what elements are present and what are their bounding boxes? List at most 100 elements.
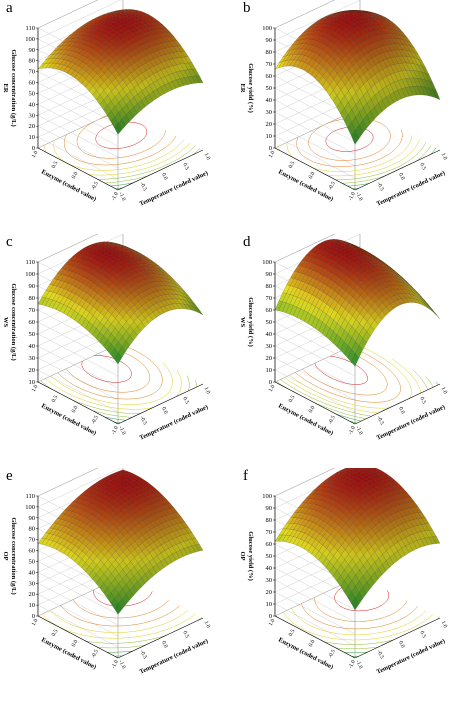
z-tick-label: 10 xyxy=(266,601,273,608)
z-tick-label: 70 xyxy=(266,295,273,302)
contour-level-2 xyxy=(342,145,432,184)
surface-chart-f: 0 10 20 30 40 50 60 70 80 90 100 Glucose yield (%)O… xyxy=(239,468,448,676)
temperature-tick-label: 0.5 xyxy=(418,630,426,639)
temperature-tick-label: -0.5 xyxy=(376,181,385,192)
contour-level-7 xyxy=(302,350,388,396)
surface-cell xyxy=(351,597,360,611)
z-tick-label: 20 xyxy=(266,355,273,362)
z-tick-label: 80 xyxy=(266,517,273,524)
chart-panel-e: 0 10 20 30 40 50 60 70 80 90 100 110 Glucose concent… xyxy=(0,468,237,702)
z-tick-label: 40 xyxy=(29,569,36,576)
enzyme-tick-label: -0.5 xyxy=(90,181,99,192)
temperature-tick-label: 0.0 xyxy=(397,640,405,649)
contour-level-5 xyxy=(51,362,173,405)
temperature-tick-label: -0.5 xyxy=(376,649,385,660)
contour-level-7 xyxy=(66,347,151,393)
z-tick-label: 0 xyxy=(269,145,272,152)
surface-chart-d: 0 10 20 30 40 50 60 70 80 90 100 Glucose yield (%)W… xyxy=(239,234,448,442)
z-tick-label: 90 xyxy=(29,515,36,522)
z-tick-label: 50 xyxy=(266,85,273,92)
contour-level-3 xyxy=(97,145,196,180)
z-axis-label-suffix: ER xyxy=(239,83,246,92)
contour-level-8 xyxy=(81,355,132,383)
z-tick-label: 90 xyxy=(29,283,36,290)
contour-level-3 xyxy=(280,369,428,417)
contour-level-5 xyxy=(291,608,427,636)
z-axis-label-suffix: ER xyxy=(2,83,9,92)
contour-level-1 xyxy=(110,182,134,187)
temperature-tick-label: -0.5 xyxy=(376,415,385,426)
panel-label: c xyxy=(6,234,13,250)
contour-projection xyxy=(275,581,440,657)
z-tick-label: 40 xyxy=(29,101,36,108)
temperature-tick-label: 0.0 xyxy=(397,406,405,415)
contour-projection xyxy=(40,343,204,424)
z-tick-label: 70 xyxy=(29,537,36,544)
response-surface xyxy=(274,239,441,367)
z-tick-label: 0 xyxy=(269,379,272,386)
chart-panel-f: 0 10 20 30 40 50 60 70 80 90 100 Glucose yield (%) O… xyxy=(237,468,474,702)
z-tick-label: 100 xyxy=(262,25,272,32)
response-surface xyxy=(274,10,441,145)
z-axis-label: Glucose concentration (g/L) xyxy=(10,283,17,360)
surface-cell xyxy=(114,603,123,615)
z-tick-label: 10 xyxy=(29,134,36,141)
z-tick-label: 60 xyxy=(266,307,273,314)
contour-level-4 xyxy=(283,611,434,641)
z-axis-label-suffix: OP xyxy=(2,551,9,560)
contour-level-3 xyxy=(335,142,426,181)
z-tick-label: 30 xyxy=(266,109,273,116)
z-tick-label: 30 xyxy=(266,343,273,350)
contour-level-6 xyxy=(296,111,403,167)
panel-label: f xyxy=(243,468,248,484)
response-surface xyxy=(37,469,204,615)
temperature-tick-label: 1.0 xyxy=(440,152,448,161)
contour-level-5 xyxy=(286,135,413,172)
temperature-tick-label: -1.0 xyxy=(354,425,363,436)
z-tick-label: 0 xyxy=(32,613,35,620)
temperature-tick-label: 1.0 xyxy=(203,152,211,161)
z-axis-label: Glucose concentration (g/L) xyxy=(10,517,17,594)
surface-cell xyxy=(351,353,360,367)
surface-chart-e: 0 10 20 30 40 50 60 70 80 90 100 110 Glucose concent… xyxy=(2,468,211,676)
z-tick-label: 70 xyxy=(266,61,273,68)
z-tick-label: 20 xyxy=(29,591,36,598)
z-tick-label: 70 xyxy=(29,307,36,314)
temperature-tick-label: 0.5 xyxy=(418,396,426,405)
z-tick-label: 50 xyxy=(266,319,273,326)
z-tick-label: 30 xyxy=(29,112,36,119)
enzyme-tick-label: 1.0 xyxy=(268,150,277,159)
z-tick-label: 60 xyxy=(29,319,36,326)
enzyme-tick-label: 0.5 xyxy=(288,160,297,169)
contour-projection xyxy=(276,343,439,424)
chart-panel-b: 0 10 20 30 40 50 60 70 80 90 100 Glucose yield (%) E… xyxy=(237,0,474,234)
z-tick-label: 90 xyxy=(29,47,36,54)
enzyme-tick-label: -0.5 xyxy=(327,649,336,660)
contour-level-5 xyxy=(50,609,189,633)
z-tick-label: 10 xyxy=(29,379,36,386)
contour-level-1 xyxy=(347,147,437,187)
z-axis-label-suffix: OP xyxy=(239,551,246,560)
z-tick-label: 80 xyxy=(29,58,36,65)
enzyme-tick-label: 0.0 xyxy=(71,639,80,648)
z-tick-label: 30 xyxy=(29,580,36,587)
z-tick-label: 50 xyxy=(29,558,36,565)
z-tick-label: 20 xyxy=(29,123,36,130)
contour-level-4 xyxy=(45,370,182,410)
response-surface xyxy=(274,468,441,611)
enzyme-tick-label: -1.0 xyxy=(347,425,356,436)
contour-level-7 xyxy=(73,599,170,619)
enzyme-tick-label: -0.5 xyxy=(327,415,336,426)
z-tick-label: 110 xyxy=(25,259,35,266)
temperature-tick-label: -1.0 xyxy=(117,191,126,202)
enzyme-tick-label: -1.0 xyxy=(110,659,119,670)
temperature-tick-label: 0.0 xyxy=(397,172,405,181)
z-axis-label: Glucose yield (%) xyxy=(247,531,254,580)
z-axis: 0 10 20 30 40 50 60 70 80 90 100 Glucose yield (%)O… xyxy=(239,493,276,620)
z-tick-label: 20 xyxy=(266,121,273,128)
z-tick-label: 60 xyxy=(29,548,36,555)
surface-chart-c: 10 20 30 40 50 60 70 80 90 100 110 Glucose concentr… xyxy=(2,234,211,442)
